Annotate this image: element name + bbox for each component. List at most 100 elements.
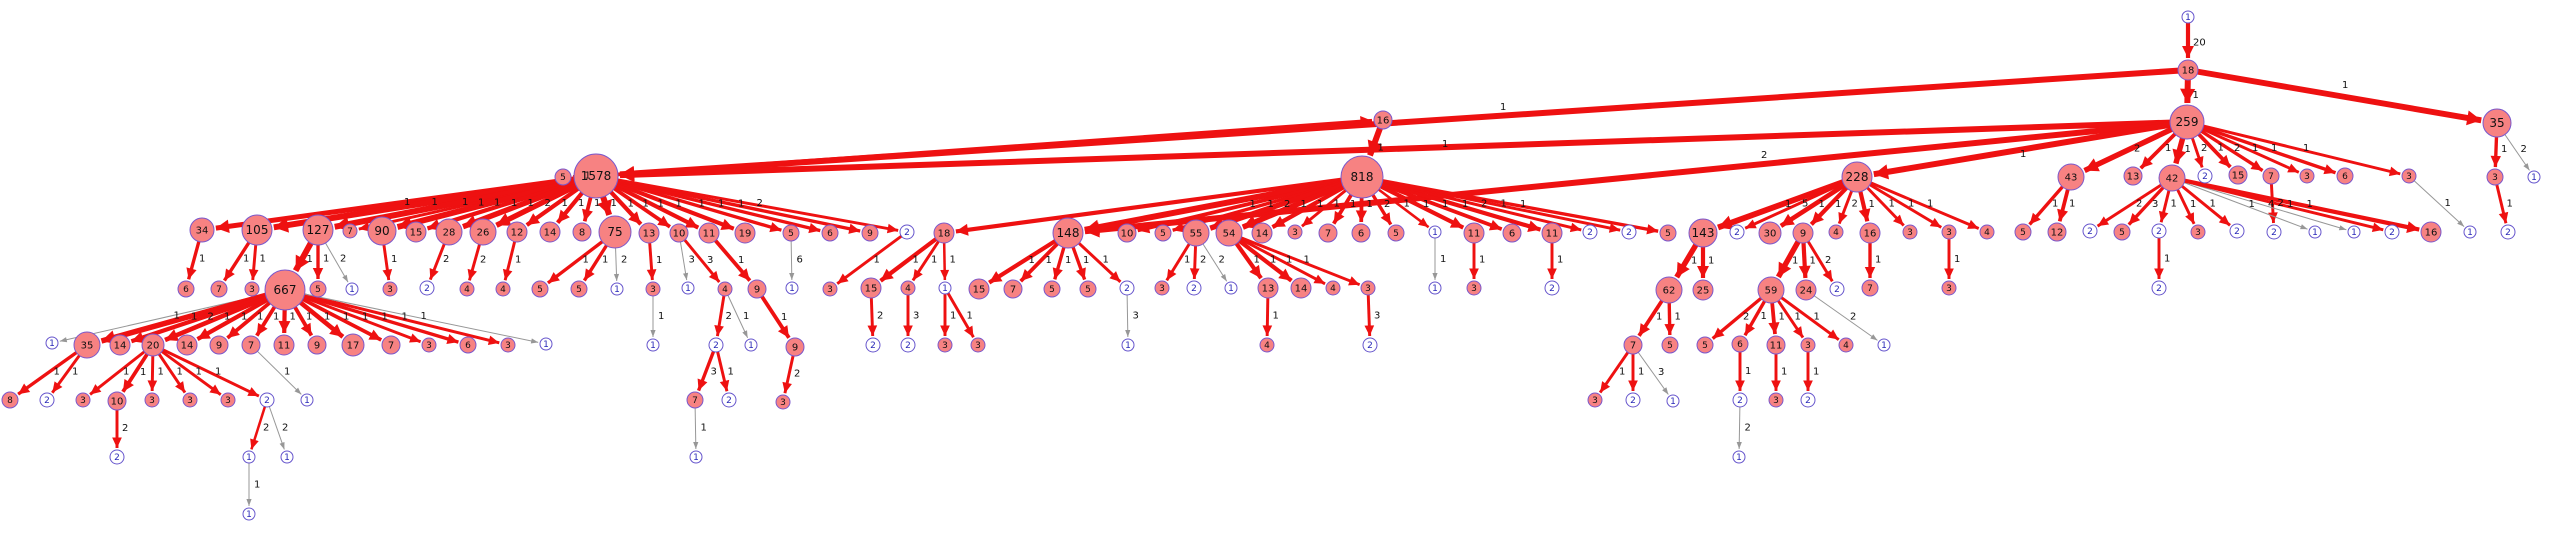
node-weight-label: 1 [685,284,691,294]
edge-weight-label: 1 [2445,198,2451,209]
arrowhead-icon [1137,222,1151,234]
edge-weight-label: 1 [1875,255,1881,266]
arrowhead-icon [1712,327,1725,339]
arrowhead-icon [2338,225,2347,231]
edge-weight-label: 1 [241,312,247,323]
edge-weight-label: 2 [1761,150,1767,161]
arrowhead-icon [1348,276,1360,286]
graph-leaf-node [1428,281,1442,295]
node-weight-label: 1 [614,285,620,295]
graph-node [2123,166,2143,186]
graph-node [2190,224,2206,240]
graph-node [933,222,955,244]
graph-edge [595,174,899,232]
node-weight-label: 3 [249,285,255,295]
node-weight-label: 30 [1764,228,1777,239]
arrowhead-icon [1076,267,1086,280]
node-weight-label: 3 [650,285,656,295]
node-weight-label: 2 [264,396,270,406]
edge-weight-label: 1 [781,312,787,323]
graph-edge [1084,119,2188,235]
edge-weight-label: 1 [562,198,568,209]
edge-weight-label: 1 [511,198,517,209]
arrowhead-icon [1892,214,1904,226]
graph-node [1351,223,1371,243]
node-weight-label: 2 [1737,396,1743,406]
arrowhead-icon [1873,164,1890,180]
arrowhead-icon [697,378,708,391]
node-weight-label: 1 [2467,228,2473,238]
edge-weight-label: 1 [1046,255,1052,266]
graph-edge-gray [1738,399,1741,450]
edge-weight-label: 1 [1304,255,1310,266]
node-weight-label: 1 [1125,341,1131,351]
node-weight-label: 6 [183,285,189,295]
arrowhead-icon [964,325,974,338]
edge-weight-label: 1 [1442,139,1448,150]
edge-weight-label: 1 [1286,255,1292,266]
edge-weight-label: 4 [2268,199,2274,210]
graph-node [775,394,791,410]
arrowhead-icon [1220,273,1227,282]
node-weight-label: 11 [278,340,291,351]
arrowhead-icon [227,326,240,338]
graph-edge [2186,120,2337,175]
graph-node [382,281,398,297]
node-weight-label: 2 [1191,284,1197,294]
edge-weight-label: 1 [1691,256,1697,267]
edge-weight-label: 1 [728,367,734,378]
edge-weight-label: 1 [391,254,397,265]
graph-leaf-node [2308,225,2322,239]
graph-node [645,281,661,297]
graph-leaf-node [419,280,435,296]
arrowhead-icon [112,437,122,448]
graph-edge [1856,175,1980,230]
arrowhead-icon [273,217,290,233]
node-weight-label: 1 [2531,173,2537,183]
edge-weight-label: 1 [1083,255,1089,266]
edge-weight-label: 1 [1675,312,1681,323]
graph-leaf-node [2347,225,2361,239]
graph-node [2336,167,2354,185]
arrowhead-icon [2128,213,2141,225]
node-weight-label: 15 [973,284,986,295]
node-weight-label: 1 [693,453,699,463]
node-weight-label: 35 [81,340,94,351]
graph-leaf-node [2181,10,2195,24]
graph-edge [152,343,222,396]
graph-edge [988,231,1070,285]
arrowhead-icon [209,384,221,395]
node-weight-label: 1 [1432,284,1438,294]
graph-edge [284,288,500,345]
graph-leaf-node [1729,224,1745,240]
node-weight-label: 2 [2156,227,2162,237]
edge-weight-label: 1 [123,367,129,378]
arrowhead-icon [912,269,923,281]
graph-edge [2083,119,2189,174]
graph-node [1463,222,1485,244]
node-weight-label: 228 [1846,170,1869,184]
arrowhead-icon [18,383,31,395]
node-weight-label: 3 [426,341,432,351]
graph-leaf-node [1621,224,1637,240]
edge-weight-label: 1 [2271,143,2277,154]
edge-weight-label: 1 [432,197,438,208]
graph-edge [2187,67,2482,124]
graph-edge-gray [284,289,539,343]
graph-node [1838,337,1854,353]
edge-weight-label: 1 [2020,149,2026,160]
node-weight-label: 6 [1509,228,1515,239]
edge-weight-label: 1 [967,311,973,322]
edge-weight-label: 1 [224,312,230,323]
edge-weight-label: 1 [913,255,919,266]
node-weight-label: 259 [2176,115,2199,129]
edge-weight-label: 2 [340,254,346,265]
graph-edge-gray [724,288,749,338]
graph-leaf-node [681,281,695,295]
node-weight-label: 2 [1367,341,1373,351]
node-weight-label: 5 [1393,229,1399,239]
graph-edge [1856,175,1943,229]
node-weight-label: 19 [739,228,752,239]
node-weight-label: 15 [410,227,423,238]
edge-weight-label: 1 [2171,199,2177,210]
